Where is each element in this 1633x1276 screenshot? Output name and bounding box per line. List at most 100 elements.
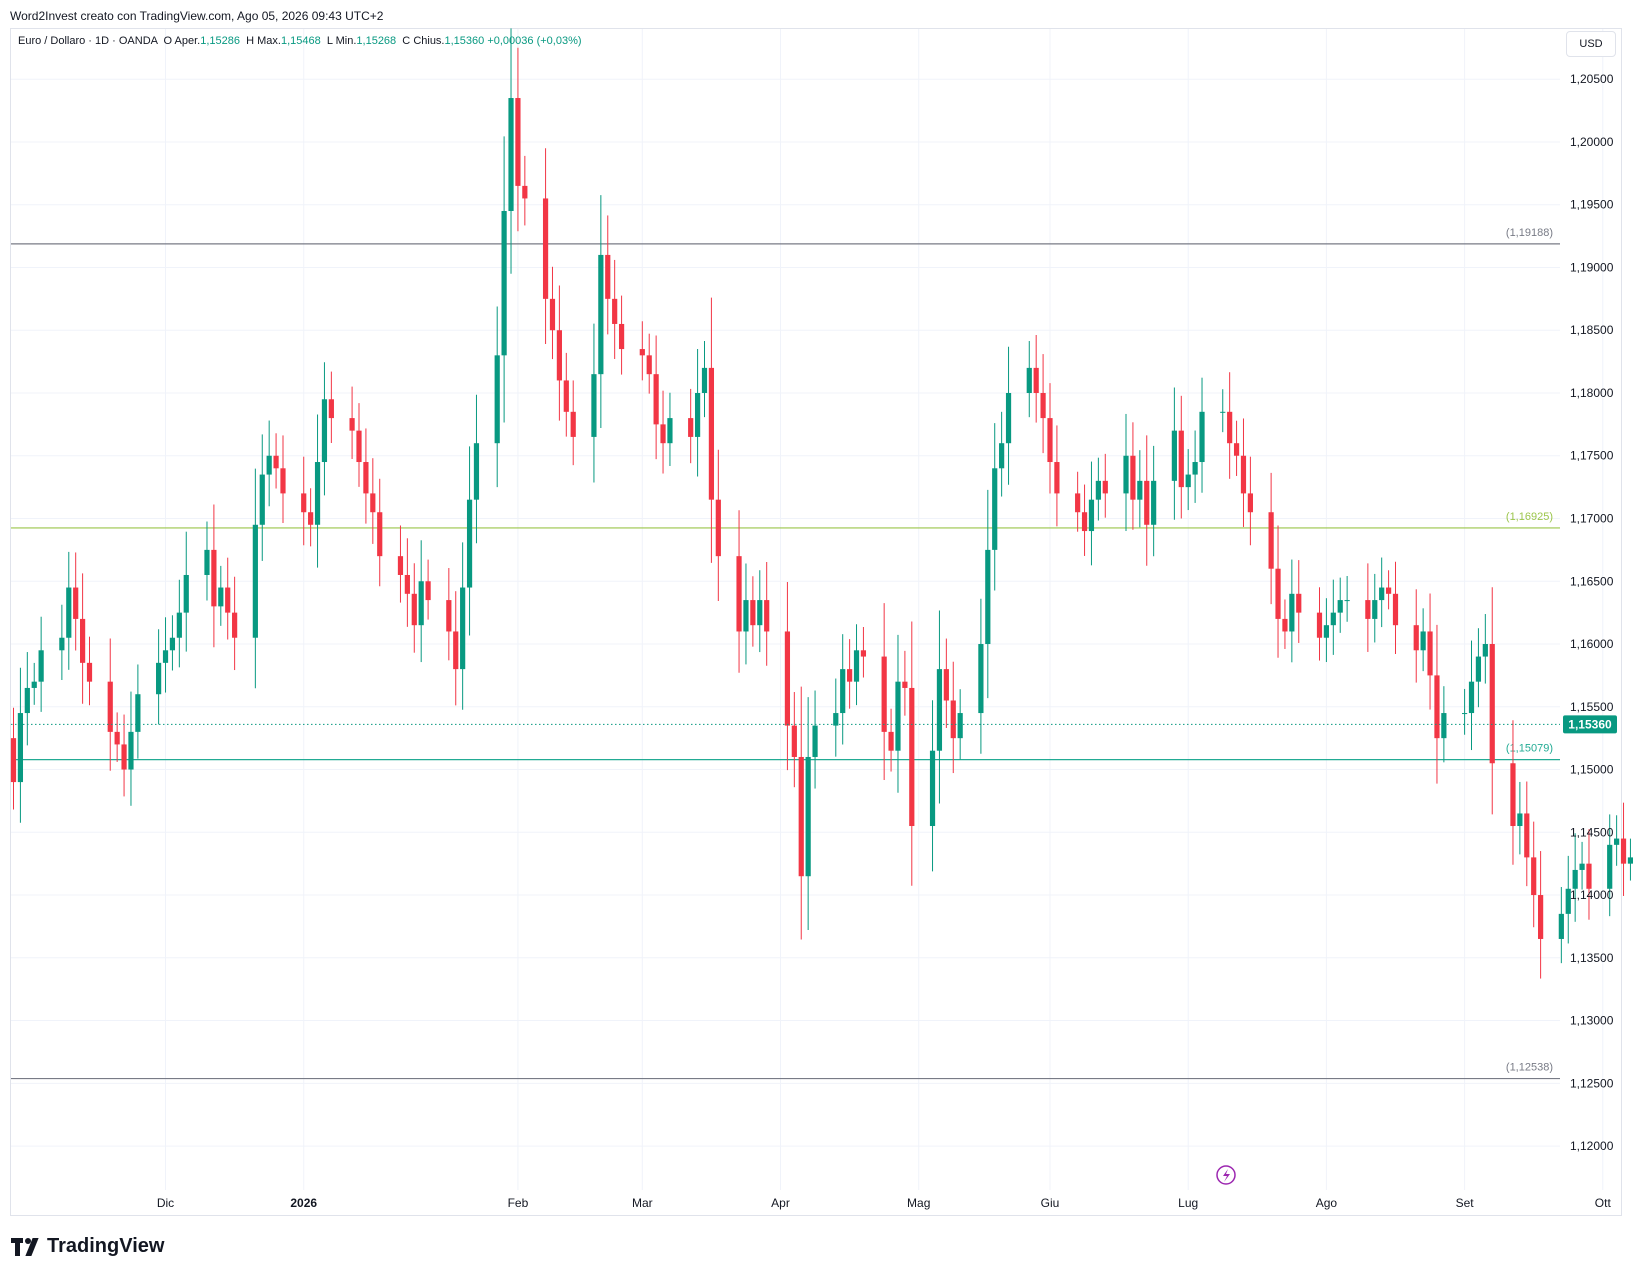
legend-close: 1,15360	[444, 35, 485, 47]
candle-body	[204, 549, 210, 575]
candle-body	[418, 581, 424, 626]
candle-body	[1088, 499, 1095, 532]
candle-body	[1296, 593, 1302, 613]
candle-body	[688, 418, 694, 437]
candle-body	[715, 499, 721, 557]
candle-body	[694, 392, 701, 437]
candle-body	[992, 468, 998, 550]
candle-body	[1434, 675, 1440, 739]
candle-body	[556, 330, 562, 381]
candle-body	[1054, 462, 1060, 494]
candle-body	[24, 687, 30, 714]
candle-body	[936, 669, 943, 751]
legend-open-label: O	[163, 35, 173, 47]
tradingview-logo[interactable]: TradingView	[11, 1235, 164, 1258]
x-tick-label: Dic	[157, 1196, 174, 1210]
candle-body	[266, 455, 272, 475]
x-tick-label: Mag	[907, 1196, 930, 1210]
candle-body	[1462, 713, 1468, 715]
candle-body	[1026, 367, 1032, 393]
candle-body	[1531, 857, 1537, 896]
candle-body	[660, 424, 666, 444]
candle-body	[902, 681, 908, 688]
candle-body	[542, 198, 549, 299]
candle-body	[169, 637, 176, 651]
candle-body	[356, 430, 362, 463]
y-tick-label: 1,19000	[1570, 260, 1614, 274]
y-tick-label: 1,14000	[1570, 888, 1614, 902]
legend-close-label: C	[402, 35, 411, 47]
candle-body	[764, 600, 770, 632]
candle-body	[425, 581, 431, 601]
y-tick-label: 1,12500	[1570, 1076, 1614, 1090]
candle-body	[605, 254, 611, 299]
x-tick-label: Lug	[1178, 1196, 1198, 1210]
candle-body	[549, 298, 556, 331]
horizontal-levels: (1,19188) (1,16925) (1,15079) (1,12538)	[11, 227, 1560, 1080]
candle-body	[1005, 392, 1012, 444]
candle-body	[308, 512, 314, 525]
brand-name: TradingView	[47, 1235, 165, 1257]
candle-body	[1558, 913, 1564, 939]
candle-body	[985, 549, 991, 645]
candle-body	[1102, 480, 1108, 494]
candle-body	[273, 455, 279, 469]
x-tick-label: Ago	[1316, 1196, 1338, 1210]
tradingview-logo-icon	[11, 1237, 41, 1256]
flash-icon[interactable]	[1216, 1165, 1236, 1185]
candle-body	[1627, 857, 1633, 864]
candle-body	[1240, 455, 1247, 494]
y-tick-label: 1,12000	[1570, 1139, 1614, 1153]
candle-body	[128, 731, 134, 770]
candle-body	[1538, 895, 1544, 939]
candle-body	[1130, 455, 1136, 500]
candle-body	[1385, 587, 1392, 594]
candle-body	[1137, 480, 1143, 500]
candle-body	[1144, 480, 1150, 525]
y-tick-label: 1,14500	[1570, 825, 1614, 839]
candle-body	[591, 374, 597, 437]
legend-high-label: H	[246, 35, 255, 47]
candle-body	[121, 744, 127, 770]
currency-selector[interactable]: USD	[1566, 31, 1616, 57]
candle-body	[895, 681, 901, 751]
candle-body	[1579, 863, 1585, 870]
y-tick-label: 1,19500	[1570, 198, 1614, 212]
candle-body	[73, 587, 79, 619]
candle-body	[833, 713, 839, 726]
candle-body	[1040, 392, 1046, 419]
candle-body	[1330, 612, 1336, 626]
candle-body	[1427, 631, 1433, 676]
x-tick-label: Feb	[508, 1196, 529, 1210]
candle-body	[1365, 600, 1371, 619]
candle-body	[888, 731, 894, 751]
candle-body	[1392, 593, 1399, 626]
candle-body	[252, 524, 258, 638]
candle-body	[999, 443, 1005, 469]
candle-body	[1075, 493, 1081, 513]
candle-body	[1620, 838, 1627, 864]
last-price-marker: 1,15360	[11, 715, 1617, 734]
candle-body	[1372, 600, 1378, 619]
candle-body	[978, 644, 984, 714]
legend-title: Euro / Dollaro · 1D · OANDA	[18, 35, 158, 47]
candle-body	[107, 681, 113, 732]
y-tick-label: 1,18500	[1570, 323, 1614, 337]
candle-body	[847, 669, 853, 682]
candle-body	[840, 669, 846, 714]
candle-body	[135, 694, 141, 732]
candle-body	[791, 725, 797, 757]
candle-body	[1289, 593, 1295, 632]
candle-body	[1192, 462, 1198, 475]
symbol-legend: Euro / Dollaro · 1D · OANDA O Aper.1,152…	[18, 35, 582, 47]
candle-body	[162, 650, 169, 663]
candle-body	[494, 355, 500, 444]
candle-body	[653, 374, 659, 425]
chart-frame[interactable]	[10, 28, 1622, 1216]
candle-body	[1586, 863, 1592, 889]
candle-body	[1227, 411, 1233, 444]
candle-body	[31, 681, 37, 688]
candle-body	[508, 98, 514, 211]
last-price-badge	[1563, 715, 1617, 734]
